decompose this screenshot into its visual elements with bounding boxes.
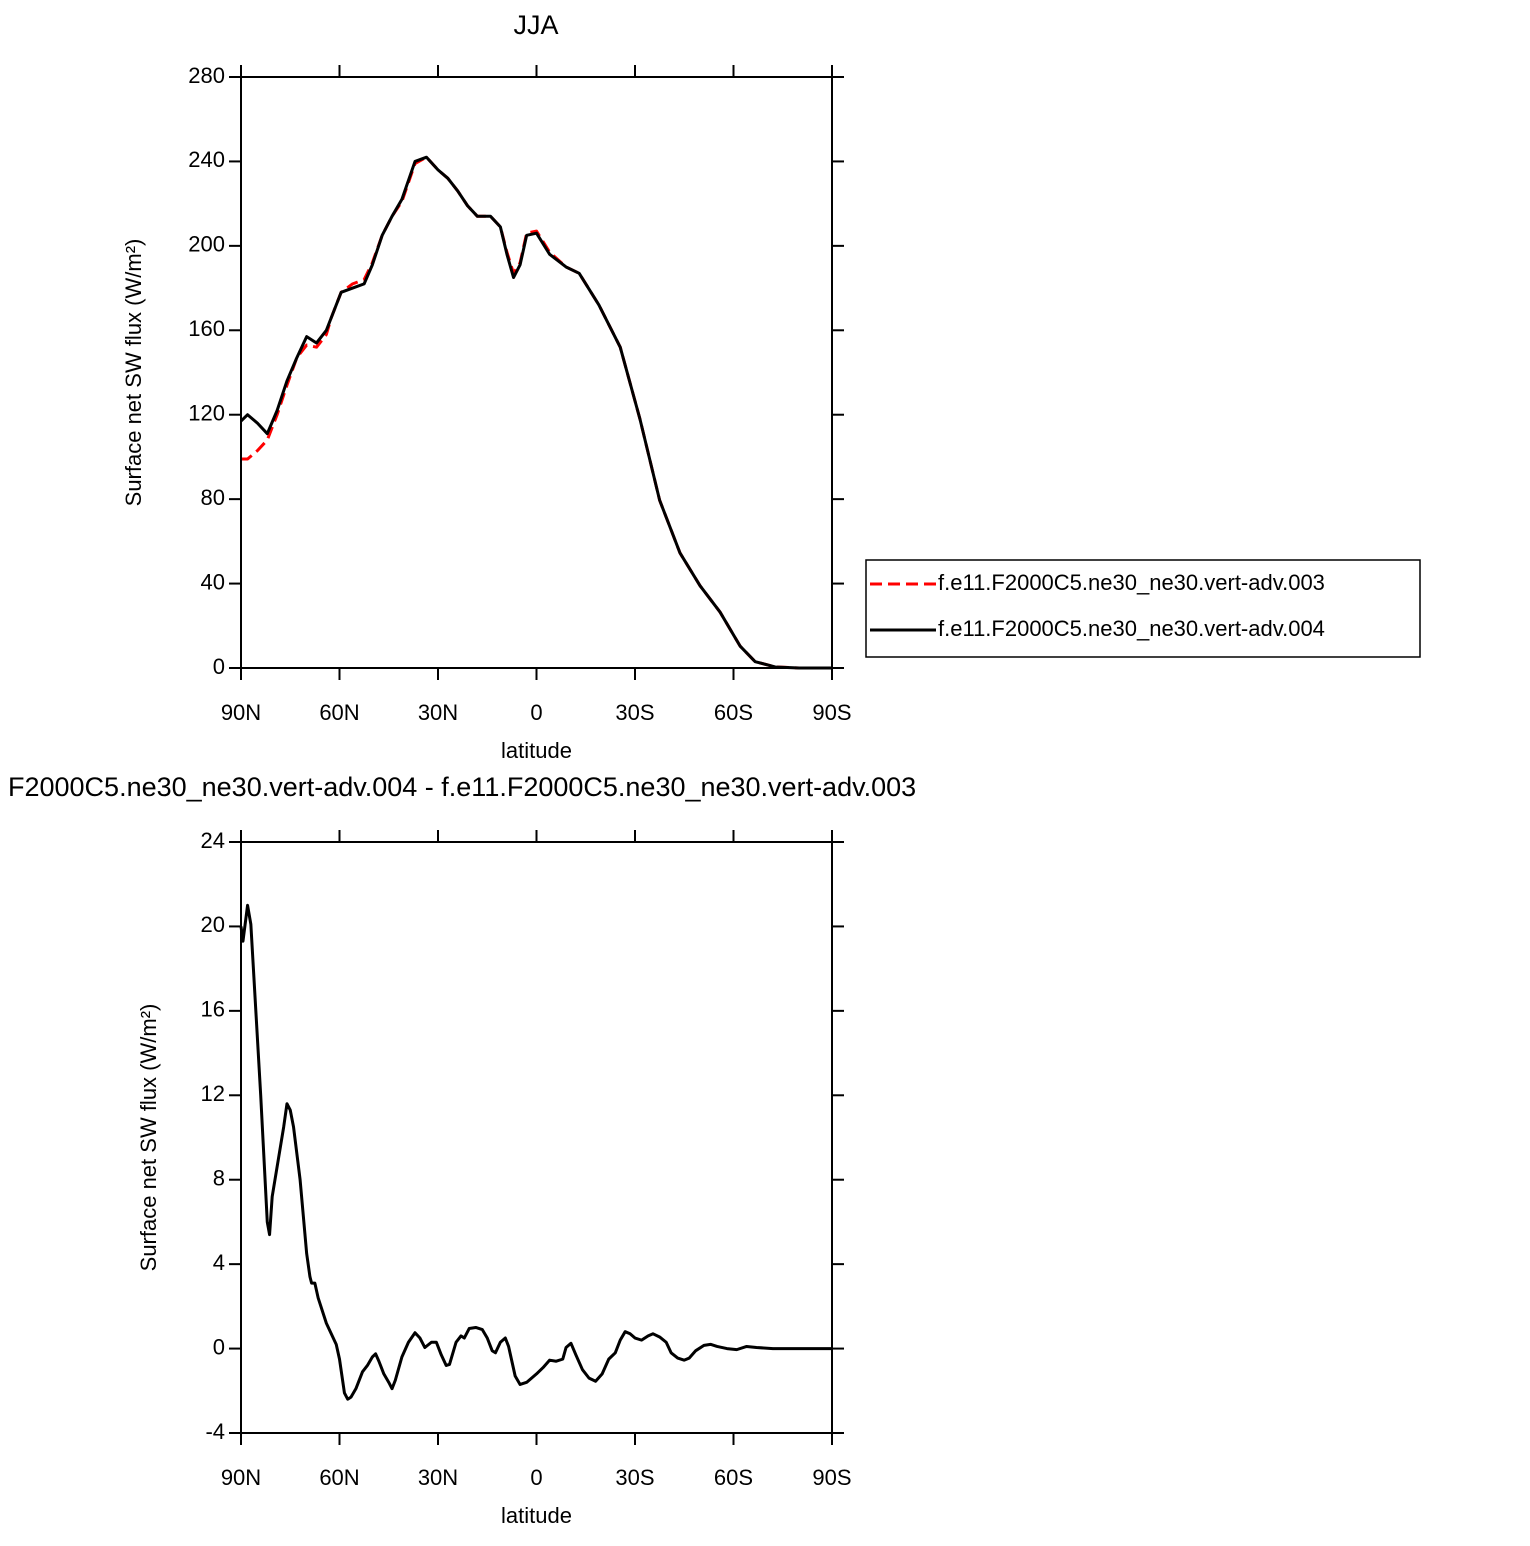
y-tick-label: 200 [188, 232, 225, 257]
y-tick-label: 0 [213, 654, 225, 679]
y-axis-label: Surface net SW flux (W/m²) [121, 239, 146, 507]
x-tick-label: 0 [530, 700, 542, 725]
x-tick-label: 60S [714, 1465, 753, 1490]
y-tick-label: 20 [201, 912, 225, 937]
series-line [239, 903, 832, 1401]
y-tick-label: 4 [213, 1250, 225, 1275]
y-tick-label: 280 [188, 63, 225, 88]
legend-box [865, 559, 1421, 658]
x-tick-label: 60N [319, 1465, 359, 1490]
x-axis-label: latitude [501, 738, 572, 763]
y-tick-label: 120 [188, 401, 225, 426]
x-tick-label: 90N [221, 700, 261, 725]
y-tick-label: 24 [201, 828, 225, 853]
x-tick-label: 60N [319, 700, 359, 725]
x-tick-label: 30S [615, 1465, 654, 1490]
x-tick-label: 90S [812, 1465, 851, 1490]
y-tick-label: 0 [213, 1334, 225, 1359]
y-tick-label: 16 [201, 997, 225, 1022]
y-tick-label: -4 [205, 1419, 225, 1444]
y-tick-label: 12 [201, 1081, 225, 1106]
plot-frame [240, 841, 833, 1434]
x-tick-label: 90N [221, 1465, 261, 1490]
y-tick-label: 40 [201, 569, 225, 594]
legend-label: f.e11.F2000C5.ne30_ne30.vert-adv.003 [938, 570, 1325, 595]
x-tick-label: 0 [530, 1465, 542, 1490]
y-tick-label: 160 [188, 316, 225, 341]
x-tick-label: 30N [418, 700, 458, 725]
y-tick-label: 80 [201, 485, 225, 510]
series-line [239, 155, 832, 670]
y-tick-label: 240 [188, 147, 225, 172]
y-tick-label: 8 [213, 1166, 225, 1191]
x-tick-label: 30S [615, 700, 654, 725]
legend-label: f.e11.F2000C5.ne30_ne30.vert-adv.004 [938, 616, 1325, 641]
plot-frame [240, 76, 833, 669]
chart-title: JJA [513, 10, 558, 40]
x-tick-label: 30N [418, 1465, 458, 1490]
y-axis-label: Surface net SW flux (W/m²) [136, 1004, 161, 1272]
x-axis-label: latitude [501, 1503, 572, 1528]
chart-title: F2000C5.ne30_ne30.vert-adv.004 - f.e11.F… [8, 772, 916, 802]
x-tick-label: 60S [714, 700, 753, 725]
x-tick-label: 90S [812, 700, 851, 725]
